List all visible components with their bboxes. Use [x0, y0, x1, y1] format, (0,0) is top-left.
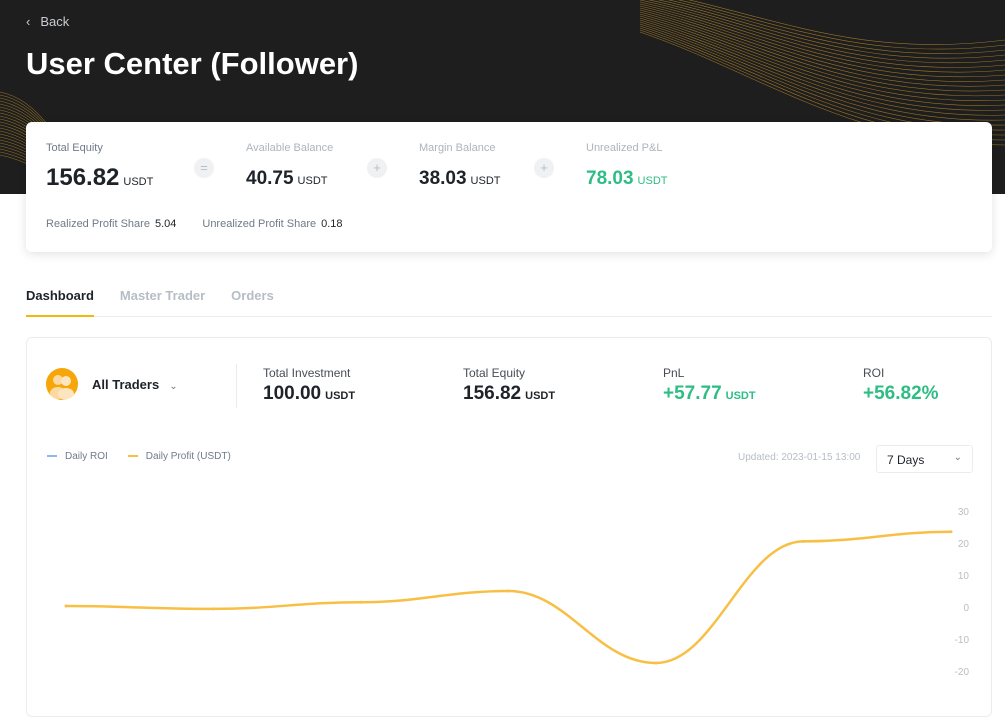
tab-dashboard[interactable]: Dashboard — [26, 288, 94, 317]
plus-icon: + — [367, 158, 387, 178]
total-equity-stat: Total Equity 156.82 USDT — [46, 142, 154, 191]
summary-card: Total Equity 156.82 USDT = Available Bala… — [26, 122, 992, 252]
updated-timestamp: Updated: 2023-01-15 13:00 — [738, 452, 861, 463]
equals-icon: = — [194, 158, 214, 178]
data-point[interactable] — [949, 530, 953, 534]
dashboard-panel: All Traders ⌄ Total Investment 100.00 USDT… — [26, 337, 992, 717]
legend-daily-profit[interactable]: Daily Profit (USDT) — [127, 451, 231, 462]
y-tick-label: 20 — [958, 539, 970, 550]
traders-avatar-icon — [46, 368, 78, 400]
tab-orders[interactable]: Orders — [231, 288, 274, 303]
roi-metric: ROI +56.82% — [863, 366, 939, 404]
margin-balance-stat: Margin Balance 38.03 USDT — [419, 142, 501, 189]
total-investment-metric: Total Investment 100.00 USDT — [263, 366, 356, 404]
data-point[interactable] — [507, 589, 510, 593]
chevron-down-icon: ⌄ — [953, 452, 962, 463]
realized-profit-share: Realized Profit Share 5.04 — [46, 218, 177, 230]
data-point[interactable] — [654, 661, 658, 665]
data-point[interactable] — [802, 539, 805, 543]
trader-select[interactable]: All Traders ⌄ — [92, 377, 178, 392]
legend-daily-roi[interactable]: Daily ROI — [47, 451, 108, 462]
unrealized-pnl-stat: Unrealized P&L 78.03 USDT — [586, 142, 668, 189]
available-balance-stat: Available Balance 40.75 USDT — [246, 142, 334, 189]
back-button[interactable]: ‹ Back — [26, 14, 70, 29]
y-tick-label: 0 — [963, 603, 969, 614]
daily-profit-line — [65, 530, 952, 665]
data-point[interactable] — [212, 607, 215, 611]
chart-legend: Daily ROI Daily Profit (USDT) — [47, 451, 231, 462]
range-select[interactable]: 7 Days ⌄ — [876, 445, 973, 473]
divider — [236, 364, 237, 408]
page-title: User Center (Follower) — [26, 46, 359, 81]
chevron-left-icon: ‹ — [26, 14, 31, 29]
plus-icon: + — [534, 158, 554, 178]
y-tick-label: -20 — [955, 667, 970, 678]
y-tick-label: -10 — [955, 635, 970, 646]
daily-profit-chart: 30 20 10 0 -10 -20 — [64, 507, 970, 678]
y-tick-label: 30 — [958, 507, 970, 518]
data-point[interactable] — [64, 604, 68, 608]
tab-bar: Dashboard Master Trader Orders — [26, 288, 992, 317]
chevron-down-icon: ⌄ — [169, 381, 178, 392]
pnl-metric: PnL +57.77 USDT — [663, 366, 756, 404]
data-point[interactable] — [359, 600, 363, 604]
total-equity-metric: Total Equity 156.82 USDT — [463, 366, 556, 404]
tab-master-trader[interactable]: Master Trader — [119, 288, 206, 303]
unrealized-profit-share: Unrealized Profit Share 0.18 — [202, 218, 343, 230]
y-tick-label: 10 — [958, 571, 970, 582]
